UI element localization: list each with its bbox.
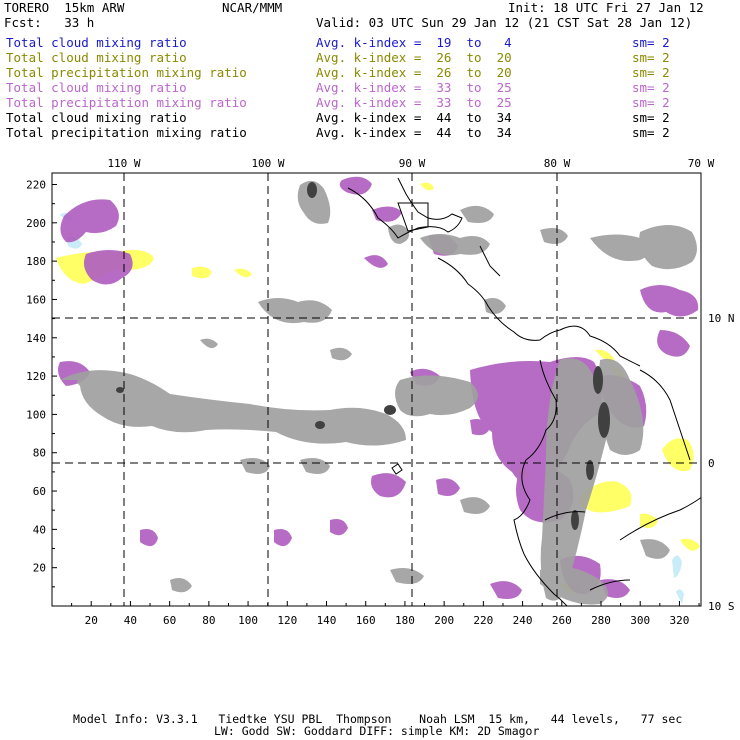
valid-time: Valid: 03 UTC Sun 29 Jan 12 (21 CST Sat … [316,15,693,30]
y-tick-label: 60 [33,485,46,498]
map-fields [56,176,701,606]
longitude-label: 90 W [399,157,426,170]
model-title: TORERO 15km ARW [4,0,125,15]
x-tick-label: 100 [238,614,258,627]
cloud-field-gray [60,180,697,605]
legend-smoothing: sm= 2 [632,125,670,140]
x-tick-label: 260 [552,614,572,627]
longitude-label: 100 W [251,157,284,170]
x-tick-label: 220 [473,614,493,627]
physics-info: LW: Godd SW: Goddard DIFF: simple KM: 2D… [214,724,540,738]
y-tick-label: 100 [26,408,46,421]
y-tick-label: 180 [26,255,46,268]
x-tick-label: 120 [277,614,297,627]
axis-ticks: 20 40 60 80 100 120 140 160 180 200 220 240 260 280 30… [26,157,734,627]
legend-field-name: Total precipitation mixing ratio [6,125,247,140]
graticule [52,173,701,606]
y-tick-label: 200 [26,217,46,230]
longitude-label: 70 W [688,157,715,170]
x-tick-label: 280 [591,614,611,627]
y-tick-label: 80 [33,447,46,460]
model-info: Model Info: V3.3.1 Tiedtke YSU PBL Thomp… [73,712,683,726]
legend-smoothing: sm= 2 [632,50,670,65]
legend-field-name: Total cloud mixing ratio [6,110,187,125]
legend-kindex: Avg. k-index = 44 to 34 [316,110,512,125]
legend-kindex: Avg. k-index = 33 to 25 [316,80,512,95]
init-time: Init: 18 UTC Fri 27 Jan 12 [508,0,704,15]
legend-smoothing: sm= 2 [632,80,670,95]
coastlines [347,177,701,606]
legend-smoothing: sm= 2 [632,65,670,80]
legend-field-name: Total cloud mixing ratio [6,50,187,65]
legend-kindex: Avg. k-index = 19 to 4 [316,35,512,50]
x-tick-label: 80 [202,614,215,627]
x-tick-label: 40 [124,614,137,627]
latitude-label: 10 S [708,600,735,613]
y-tick-label: 220 [26,178,46,191]
latitude-label: 10 N [708,312,735,325]
cloud-field-dark [116,182,610,530]
legend-field-name: Total precipitation mixing ratio [6,95,247,110]
x-tick-label: 300 [630,614,650,627]
legend-field-name: Total precipitation mixing ratio [6,65,247,80]
x-tick-label: 20 [85,614,98,627]
legend-kindex: Avg. k-index = 44 to 34 [316,125,512,140]
legend-field-name: Total cloud mixing ratio [6,80,187,95]
legend-smoothing: sm= 2 [632,95,670,110]
legend-kindex: Avg. k-index = 33 to 25 [316,95,512,110]
longitude-label: 80 W [544,157,571,170]
plot-frame [51,172,702,607]
x-tick-label: 320 [669,614,689,627]
latitude-label: 0 [708,457,715,470]
y-tick-label: 40 [33,523,46,536]
source-label: NCAR/MMM [222,0,283,15]
y-tick-label: 20 [33,562,46,575]
x-tick-label: 180 [395,614,415,627]
longitude-label: 110 W [107,157,140,170]
x-tick-label: 240 [513,614,533,627]
x-tick-label: 140 [317,614,337,627]
legend-smoothing: sm= 2 [632,110,670,125]
legend-smoothing: sm= 2 [632,35,670,50]
y-tick-label: 140 [26,332,46,345]
y-tick-label: 160 [26,293,46,306]
legend-kindex: Avg. k-index = 26 to 20 [316,50,512,65]
x-tick-label: 160 [356,614,376,627]
x-tick-label: 200 [434,614,454,627]
legend-field-name: Total cloud mixing ratio [6,35,187,50]
x-tick-label: 60 [163,614,176,627]
forecast-hour: Fcst: 33 h [4,15,95,30]
legend-kindex: Avg. k-index = 26 to 20 [316,65,512,80]
y-tick-label: 120 [26,370,46,383]
